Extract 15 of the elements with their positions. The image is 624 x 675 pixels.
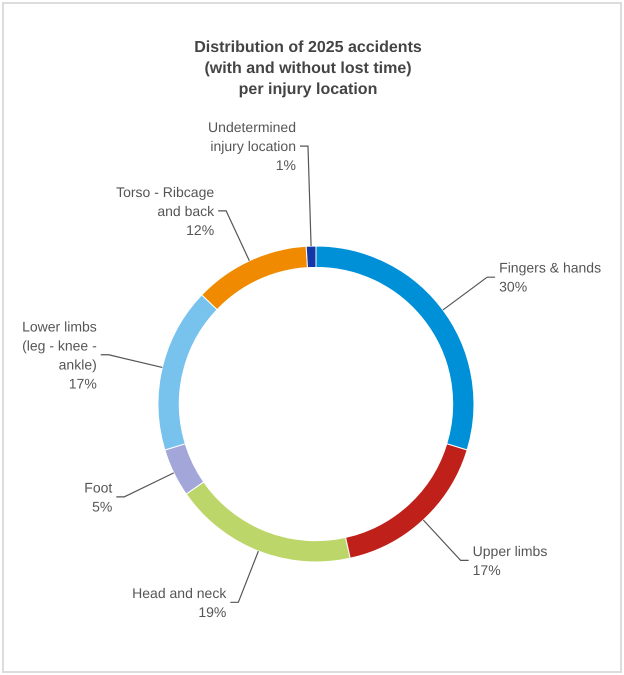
data-label: 19% — [198, 604, 226, 620]
data-label: 30% — [499, 278, 528, 295]
data-label: 1% — [276, 157, 296, 174]
slice-label: Undetermined injury location — [208, 119, 296, 154]
data-label: 17% — [472, 562, 501, 578]
slice-label: Upper limbs — [472, 542, 548, 559]
slice-label: Fingers & hands — [499, 260, 602, 276]
data-label: 12% — [186, 222, 214, 238]
chart-title: Distribution of 2025 accidents (with and without lost time) per injury location — [194, 39, 422, 98]
slice-label: Torso - Ribcage and back — [116, 184, 216, 219]
slice-label: Lower limbs (leg - knee - ankle) — [22, 318, 98, 372]
slice-label: Foot — [84, 479, 112, 496]
data-label: 17% — [68, 375, 97, 392]
data-label: 5% — [92, 498, 112, 514]
slice-label: Head and neck — [132, 584, 228, 601]
